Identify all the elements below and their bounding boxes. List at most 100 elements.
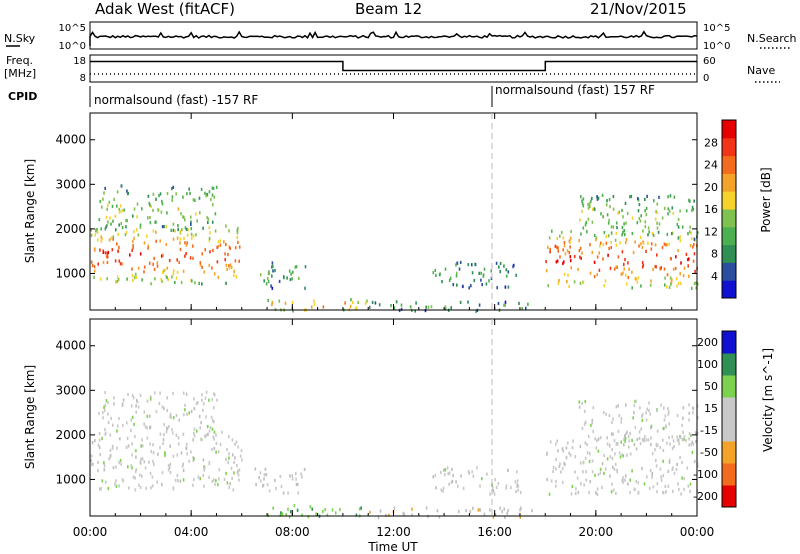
velocity-echo-cell <box>587 434 590 439</box>
velocity-echo-cell <box>234 442 236 446</box>
velocity-echo-cell <box>681 476 683 480</box>
power-echo-cell <box>666 243 668 247</box>
velocity-echo-cell <box>228 485 230 490</box>
power-echo-cell <box>695 281 697 285</box>
velocity-echo-cell <box>192 438 194 442</box>
velocity-echo-cell <box>98 412 100 416</box>
velocity-echo-cell <box>641 414 643 418</box>
velocity-echo-cell <box>139 473 141 477</box>
velocity-echo-cell <box>561 466 564 470</box>
power-echo-cell <box>669 276 672 280</box>
velocity-echo-cell <box>176 453 179 457</box>
velocity-echo-cell <box>119 458 122 462</box>
velocity-echo-cell <box>120 462 122 466</box>
velocity-echo-cell <box>99 487 101 491</box>
power-echo-cell <box>103 191 105 195</box>
power-echo-cell <box>617 255 620 259</box>
velocity-echo-cell <box>504 515 506 520</box>
power-echo-cell <box>687 264 689 268</box>
power-echo-cell <box>111 248 114 252</box>
power-echo-cell <box>108 238 111 242</box>
velocity-echo-cell <box>151 484 154 488</box>
power-echo-cell <box>607 221 610 225</box>
velocity-echo-cell <box>635 447 638 451</box>
velocity-echo-cell <box>182 391 185 395</box>
velocity-echo-cell <box>146 426 148 430</box>
velocity-echo-cell <box>506 511 508 515</box>
velocity-echo-cell <box>635 480 637 484</box>
power-echo-cell <box>96 230 99 234</box>
power-echo-cell <box>102 197 104 201</box>
velocity-echo-cell <box>643 439 645 443</box>
nsky-trace <box>89 30 698 46</box>
power-echo-cell <box>272 269 274 273</box>
power-echo-cell <box>415 301 417 305</box>
velocity-echo-cell <box>202 408 204 412</box>
velocity-echo-cell <box>228 435 230 439</box>
power-echo-cell <box>661 216 664 220</box>
velocity-echo-cell <box>295 477 297 481</box>
velocity-echo-cell <box>265 473 268 477</box>
velocity-echo-cell <box>629 431 631 436</box>
power-echo-cell <box>198 281 200 285</box>
velocity-echo-cell <box>662 459 664 463</box>
power-echo-cell <box>132 214 134 218</box>
velocity-echo-cell <box>626 453 628 457</box>
velocity-echo-cell <box>280 511 282 515</box>
power-echo-cell <box>604 279 607 283</box>
power-echo-cell <box>322 305 325 309</box>
power-echo-cell <box>631 270 633 274</box>
velocity-echo-cell <box>369 510 371 514</box>
power-echo-cell <box>192 234 195 238</box>
velocity-echo-cell <box>98 438 101 442</box>
power-echo-cell <box>562 248 564 252</box>
velocity-echo-cell <box>101 479 104 483</box>
velocity-echo-cell <box>580 482 582 486</box>
power-echo-cell <box>657 230 660 234</box>
velocity-echo-cell <box>134 476 136 480</box>
power-echo-cell <box>176 236 179 240</box>
velocity-echo-cell <box>228 456 230 460</box>
velocity-echo-cell <box>561 447 564 451</box>
power-echo-cell <box>568 251 571 255</box>
power-echo-cell <box>104 227 107 231</box>
power-echo-cell <box>174 280 176 285</box>
power-echo-cell <box>628 267 630 271</box>
power-echo-cell <box>149 221 152 225</box>
velocity-echo-cell <box>281 512 284 516</box>
velocity-echo-cell <box>648 401 650 405</box>
velocity-echo-cell <box>629 478 631 482</box>
velocity-echo-cell <box>444 468 447 472</box>
power-echo-cell <box>557 249 560 253</box>
velocity-echo-cell <box>211 447 213 452</box>
velocity-echo-cell <box>295 482 298 486</box>
velocity-colorbar-label: Velocity [m s^-1] <box>761 348 775 452</box>
power-echo-cell <box>668 209 671 213</box>
power-echo-cell <box>694 269 696 273</box>
velocity-echo-cell <box>450 480 453 485</box>
velocity-echo-cell <box>612 417 614 421</box>
velocity-echo-cell <box>204 466 206 470</box>
velocity-echo-cell <box>601 462 604 466</box>
power-echo-cell <box>126 277 128 281</box>
velocity-echo-cell <box>650 443 652 447</box>
power-echo-cell <box>548 236 551 240</box>
freq-label-2: [MHz] <box>4 67 36 80</box>
power-echo-cell <box>211 186 214 190</box>
power-echo-cell <box>677 225 680 229</box>
power-echo-cell <box>459 260 462 264</box>
velocity-echo-cell <box>627 435 630 439</box>
velocity-echo-cell <box>588 490 590 495</box>
velocity-echo-cell <box>157 452 159 456</box>
power-echo-cell <box>480 278 482 282</box>
power-echo-cell <box>488 279 490 283</box>
time-axis: 00:00 04:00 08:00 12:00 16:00 20:00 00:00 <box>73 113 714 539</box>
power-echo-cell <box>669 194 672 198</box>
power-echo-cell <box>692 245 694 249</box>
power-echo-cell <box>427 305 430 309</box>
velocity-echo-cell <box>262 484 264 488</box>
power-echo-cell <box>618 210 620 214</box>
velocity-echo-cell <box>446 466 449 470</box>
velocity-echo-cell <box>656 429 659 433</box>
power-echo-cell <box>141 278 143 282</box>
